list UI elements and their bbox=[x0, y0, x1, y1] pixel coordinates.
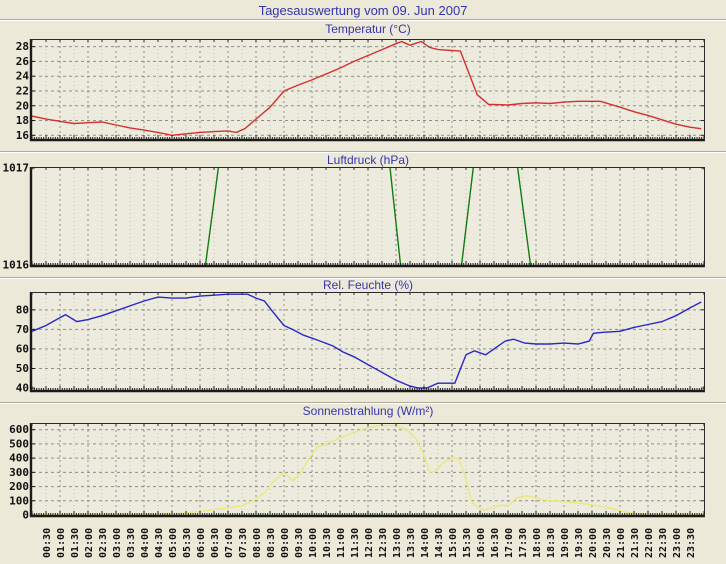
humidity-chart-ytick: 60 bbox=[16, 342, 29, 355]
humidity-chart-ytick: 50 bbox=[16, 362, 29, 375]
time-axis-labels: 00:30 01:00 01:30 02:00 02:30 03:00 03:30 04:00… bbox=[42, 528, 697, 558]
time-label: 22:30 bbox=[658, 528, 669, 558]
time-label: 22:00 bbox=[644, 528, 655, 558]
time-label: 18:00 bbox=[532, 528, 543, 558]
solar-radiation-chart-ytick: 300 bbox=[9, 466, 29, 479]
temperature-chart-ytick: 28 bbox=[16, 40, 29, 53]
time-label: 10:00 bbox=[308, 528, 319, 558]
humidity-chart-line bbox=[32, 293, 702, 389]
humidity-chart-ytick: 40 bbox=[16, 382, 29, 395]
solar-radiation-chart-line bbox=[32, 424, 702, 516]
humidity-chart-ytick: 70 bbox=[16, 323, 29, 336]
solar-radiation-chart-title: Sonnenstrahlung (W/m²) bbox=[303, 404, 434, 418]
solar-radiation-chart-ytick: 600 bbox=[9, 423, 29, 436]
time-label: 05:00 bbox=[168, 528, 179, 558]
time-label: 12:00 bbox=[364, 528, 375, 558]
time-label: 16:30 bbox=[490, 528, 501, 558]
time-label: 00:30 bbox=[42, 528, 53, 558]
time-label: 17:00 bbox=[504, 528, 515, 558]
time-label: 14:00 bbox=[420, 528, 431, 558]
time-label: 03:30 bbox=[126, 528, 137, 558]
temperature-chart-title: Temperatur (°C) bbox=[325, 22, 410, 36]
temperature-chart-ytick: 20 bbox=[16, 99, 29, 112]
time-label: 23:00 bbox=[672, 528, 683, 558]
time-label: 19:00 bbox=[560, 528, 571, 558]
time-label: 20:30 bbox=[602, 528, 613, 558]
pressure-chart: Luftdruck (hPa) 1016 1017 bbox=[3, 153, 705, 272]
time-label: 04:00 bbox=[140, 528, 151, 558]
temperature-chart-ytick: 24 bbox=[16, 70, 30, 83]
time-label: 19:30 bbox=[574, 528, 585, 558]
temperature-chart-line bbox=[32, 40, 702, 137]
time-label: 08:00 bbox=[252, 528, 263, 558]
time-label: 02:30 bbox=[98, 528, 109, 558]
temperature-chart-ytick: 16 bbox=[16, 129, 30, 142]
pressure-chart-title: Luftdruck (hPa) bbox=[327, 153, 409, 167]
time-label: 02:00 bbox=[84, 528, 95, 558]
time-label: 07:00 bbox=[224, 528, 235, 558]
temperature-chart-ytick: 22 bbox=[16, 84, 29, 97]
solar-radiation-chart-ytick: 200 bbox=[9, 480, 29, 493]
temperature-chart-ytick: 26 bbox=[16, 55, 30, 68]
time-label: 06:30 bbox=[210, 528, 221, 558]
time-label: 11:30 bbox=[350, 528, 361, 558]
time-label: 17:30 bbox=[518, 528, 529, 558]
time-label: 21:00 bbox=[616, 528, 627, 558]
solar-radiation-chart-ytick: 400 bbox=[9, 452, 29, 465]
time-label: 15:30 bbox=[462, 528, 473, 558]
time-label: 07:30 bbox=[238, 528, 249, 558]
temperature-chart-ytick: 18 bbox=[16, 114, 29, 127]
time-label: 04:30 bbox=[154, 528, 165, 558]
pressure-chart-ytick: 1017 bbox=[3, 162, 30, 175]
time-label: 15:00 bbox=[448, 528, 459, 558]
pressure-chart-ytick: 1016 bbox=[3, 259, 30, 272]
humidity-chart-title: Rel. Feuchte (%) bbox=[323, 278, 413, 292]
time-label: 06:00 bbox=[196, 528, 207, 558]
time-label: 16:00 bbox=[476, 528, 487, 558]
humidity-chart-ytick: 80 bbox=[16, 303, 29, 316]
time-label: 11:00 bbox=[336, 528, 347, 558]
time-label: 13:00 bbox=[392, 528, 403, 558]
time-label: 08:30 bbox=[266, 528, 277, 558]
time-label: 20:00 bbox=[588, 528, 599, 558]
time-label: 01:00 bbox=[56, 528, 67, 558]
time-label: 18:30 bbox=[546, 528, 557, 558]
solar-radiation-chart-ytick: 0 bbox=[22, 509, 29, 522]
time-label: 10:30 bbox=[322, 528, 333, 558]
time-label: 13:30 bbox=[406, 528, 417, 558]
time-label: 14:30 bbox=[434, 528, 445, 558]
time-label: 23:30 bbox=[686, 528, 697, 558]
solar-radiation-chart-ytick: 500 bbox=[9, 437, 29, 450]
time-label: 05:30 bbox=[182, 528, 193, 558]
humidity-chart: Rel. Feuchte (%) 40 50 60 70 80 bbox=[16, 278, 705, 395]
time-label: 09:00 bbox=[280, 528, 291, 558]
time-label: 21:30 bbox=[630, 528, 641, 558]
pressure-chart-line bbox=[204, 167, 532, 266]
page-title: Tagesauswertung vom 09. Jun 2007 bbox=[258, 3, 468, 18]
time-label: 09:30 bbox=[294, 528, 305, 558]
time-label: 03:00 bbox=[112, 528, 123, 558]
time-label: 01:30 bbox=[70, 528, 81, 558]
time-label: 12:30 bbox=[378, 528, 389, 558]
solar-radiation-chart-ytick: 100 bbox=[9, 494, 29, 507]
